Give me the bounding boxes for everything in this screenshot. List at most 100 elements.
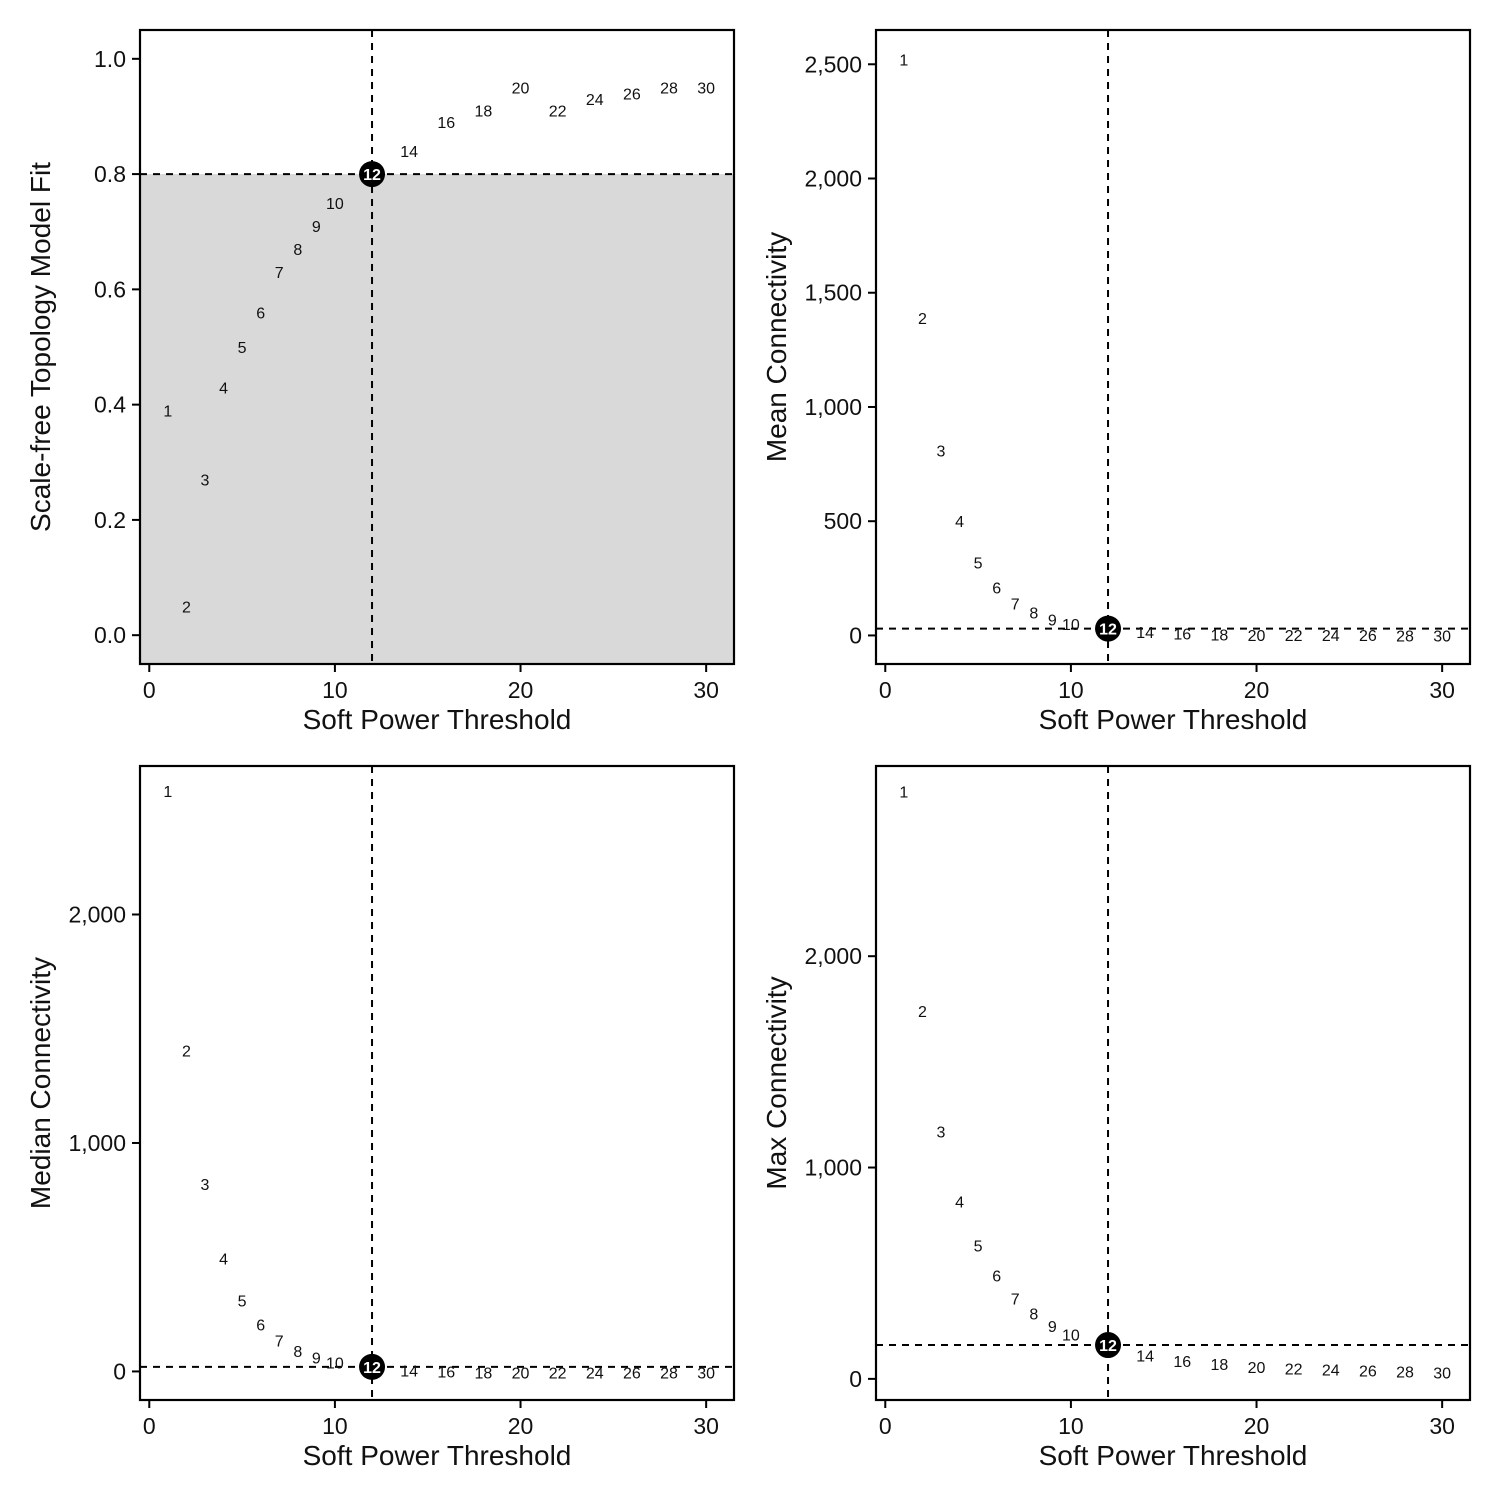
x-axis-title: Soft Power Threshold [303,704,572,735]
point-label: 30 [1433,628,1451,645]
x-tick-label: 10 [1058,1413,1084,1439]
point-label: 9 [1048,612,1057,629]
point-label: 6 [256,305,265,322]
point-label: 7 [275,1334,284,1351]
y-tick-label: 500 [824,508,862,534]
point-label: 5 [238,340,247,357]
point-label: 10 [1062,1327,1080,1344]
x-tick-label: 0 [879,677,892,703]
x-tick-label: 30 [1429,1413,1455,1439]
point-label: 5 [974,555,983,572]
highlight-point-marker [1095,1332,1122,1359]
point-label: 24 [1322,628,1340,645]
x-tick-label: 20 [508,1413,534,1439]
point-label: 30 [1433,1366,1451,1383]
x-axis-title: Soft Power Threshold [303,1440,572,1471]
point-label: 1 [163,784,172,801]
point-label: 24 [586,92,604,109]
y-axis-title: Max Connectivity [761,976,792,1189]
y-axis-title: Scale-free Topology Model Fit [25,162,56,532]
point-label: 5 [238,1294,247,1311]
shaded-region [140,174,734,664]
highlight-point-label: 12 [363,167,381,184]
x-tick-label: 20 [1244,677,1270,703]
point-label: 2 [182,599,191,616]
point-label: 22 [1285,628,1303,645]
point-label: 8 [1029,1306,1038,1323]
point-label: 10 [326,196,344,213]
point-label: 26 [623,1366,641,1383]
point-label: 5 [974,1239,983,1256]
point-label: 30 [697,1366,715,1383]
plot-frame [138,764,736,1402]
point-label: 24 [1322,1362,1340,1379]
y-tick-label: 1,000 [804,1155,862,1181]
y-tick-label: 1,500 [804,280,862,306]
y-tick-label: 0.6 [94,276,126,302]
point-label: 4 [955,514,964,531]
y-tick-label: 0 [849,622,862,648]
point-label: 9 [312,219,321,236]
y-tick-label: 2,000 [804,166,862,192]
point-label: 30 [697,81,715,98]
point-label: 2 [918,1004,927,1021]
point-label: 6 [256,1318,265,1335]
point-label: 1 [899,53,908,70]
y-tick-label: 0 [113,1358,126,1384]
y-axis-title: Median Connectivity [25,957,56,1209]
point-label: 22 [549,104,567,121]
x-tick-label: 30 [1429,677,1455,703]
plot-frame [138,28,736,666]
point-label: 7 [1011,596,1020,613]
highlight-point-label: 12 [363,1360,381,1377]
point-label: 20 [1248,1360,1266,1377]
point-label: 7 [1011,1292,1020,1309]
point-label: 10 [1062,617,1080,634]
x-tick-label: 10 [322,1413,348,1439]
x-tick-label: 0 [879,1413,892,1439]
panel-3: 0 10 20 30 0 1,000 2,000 Soft Power Threshold Me… [25,764,736,1471]
point-label: 16 [1173,1354,1191,1371]
y-axis-title: Mean Connectivity [761,232,792,462]
highlight-point-marker [1095,615,1122,642]
x-axis-title: Soft Power Threshold [1039,1440,1308,1471]
point-label: 26 [1359,1363,1377,1380]
y-tick-label: 1,000 [804,394,862,420]
x-tick-label: 10 [322,677,348,703]
x-tick-label: 30 [693,677,719,703]
highlight-point-label: 12 [1099,1338,1117,1355]
point-label: 7 [275,265,284,282]
point-label: 9 [1048,1319,1057,1336]
point-label: 28 [1396,1364,1414,1381]
y-tick-label: 2,500 [804,51,862,77]
plot-frame [874,764,1472,1402]
point-label: 4 [219,380,228,397]
point-label: 1 [163,403,172,420]
point-label: 2 [918,311,927,328]
point-label: 8 [293,1344,302,1361]
panel-4: 0 10 20 30 0 1,000 2,000 Soft Power Threshold Ma… [761,764,1472,1471]
point-label: 22 [549,1366,567,1383]
highlight-point-label: 12 [1099,622,1117,639]
x-tick-label: 20 [1244,1413,1270,1439]
point-label: 3 [937,443,946,460]
point-label: 18 [475,1366,493,1383]
point-label: 26 [623,86,641,103]
y-tick-label: 1,000 [68,1130,126,1156]
point-label: 16 [1173,627,1191,644]
y-tick-label: 0 [849,1366,862,1392]
x-tick-label: 0 [143,1413,156,1439]
y-tick-label: 2,000 [68,902,126,928]
highlight-point-marker [359,1353,386,1380]
point-label: 20 [1248,628,1266,645]
point-label: 3 [201,473,210,490]
x-tick-label: 10 [1058,677,1084,703]
point-label: 6 [992,580,1001,597]
panel-2: 0 10 20 30 0 500 1,000 1,500 2,000 2,500 Soft Powe… [761,28,1472,735]
y-tick-label: 0.4 [94,392,126,418]
panel-1: 0 10 20 30 0.0 0.2 0.4 0.6 0.8 1.0 Soft Power Thre… [25,28,736,735]
point-label: 14 [1136,1349,1154,1366]
point-label: 8 [293,242,302,259]
point-label: 6 [992,1268,1001,1285]
